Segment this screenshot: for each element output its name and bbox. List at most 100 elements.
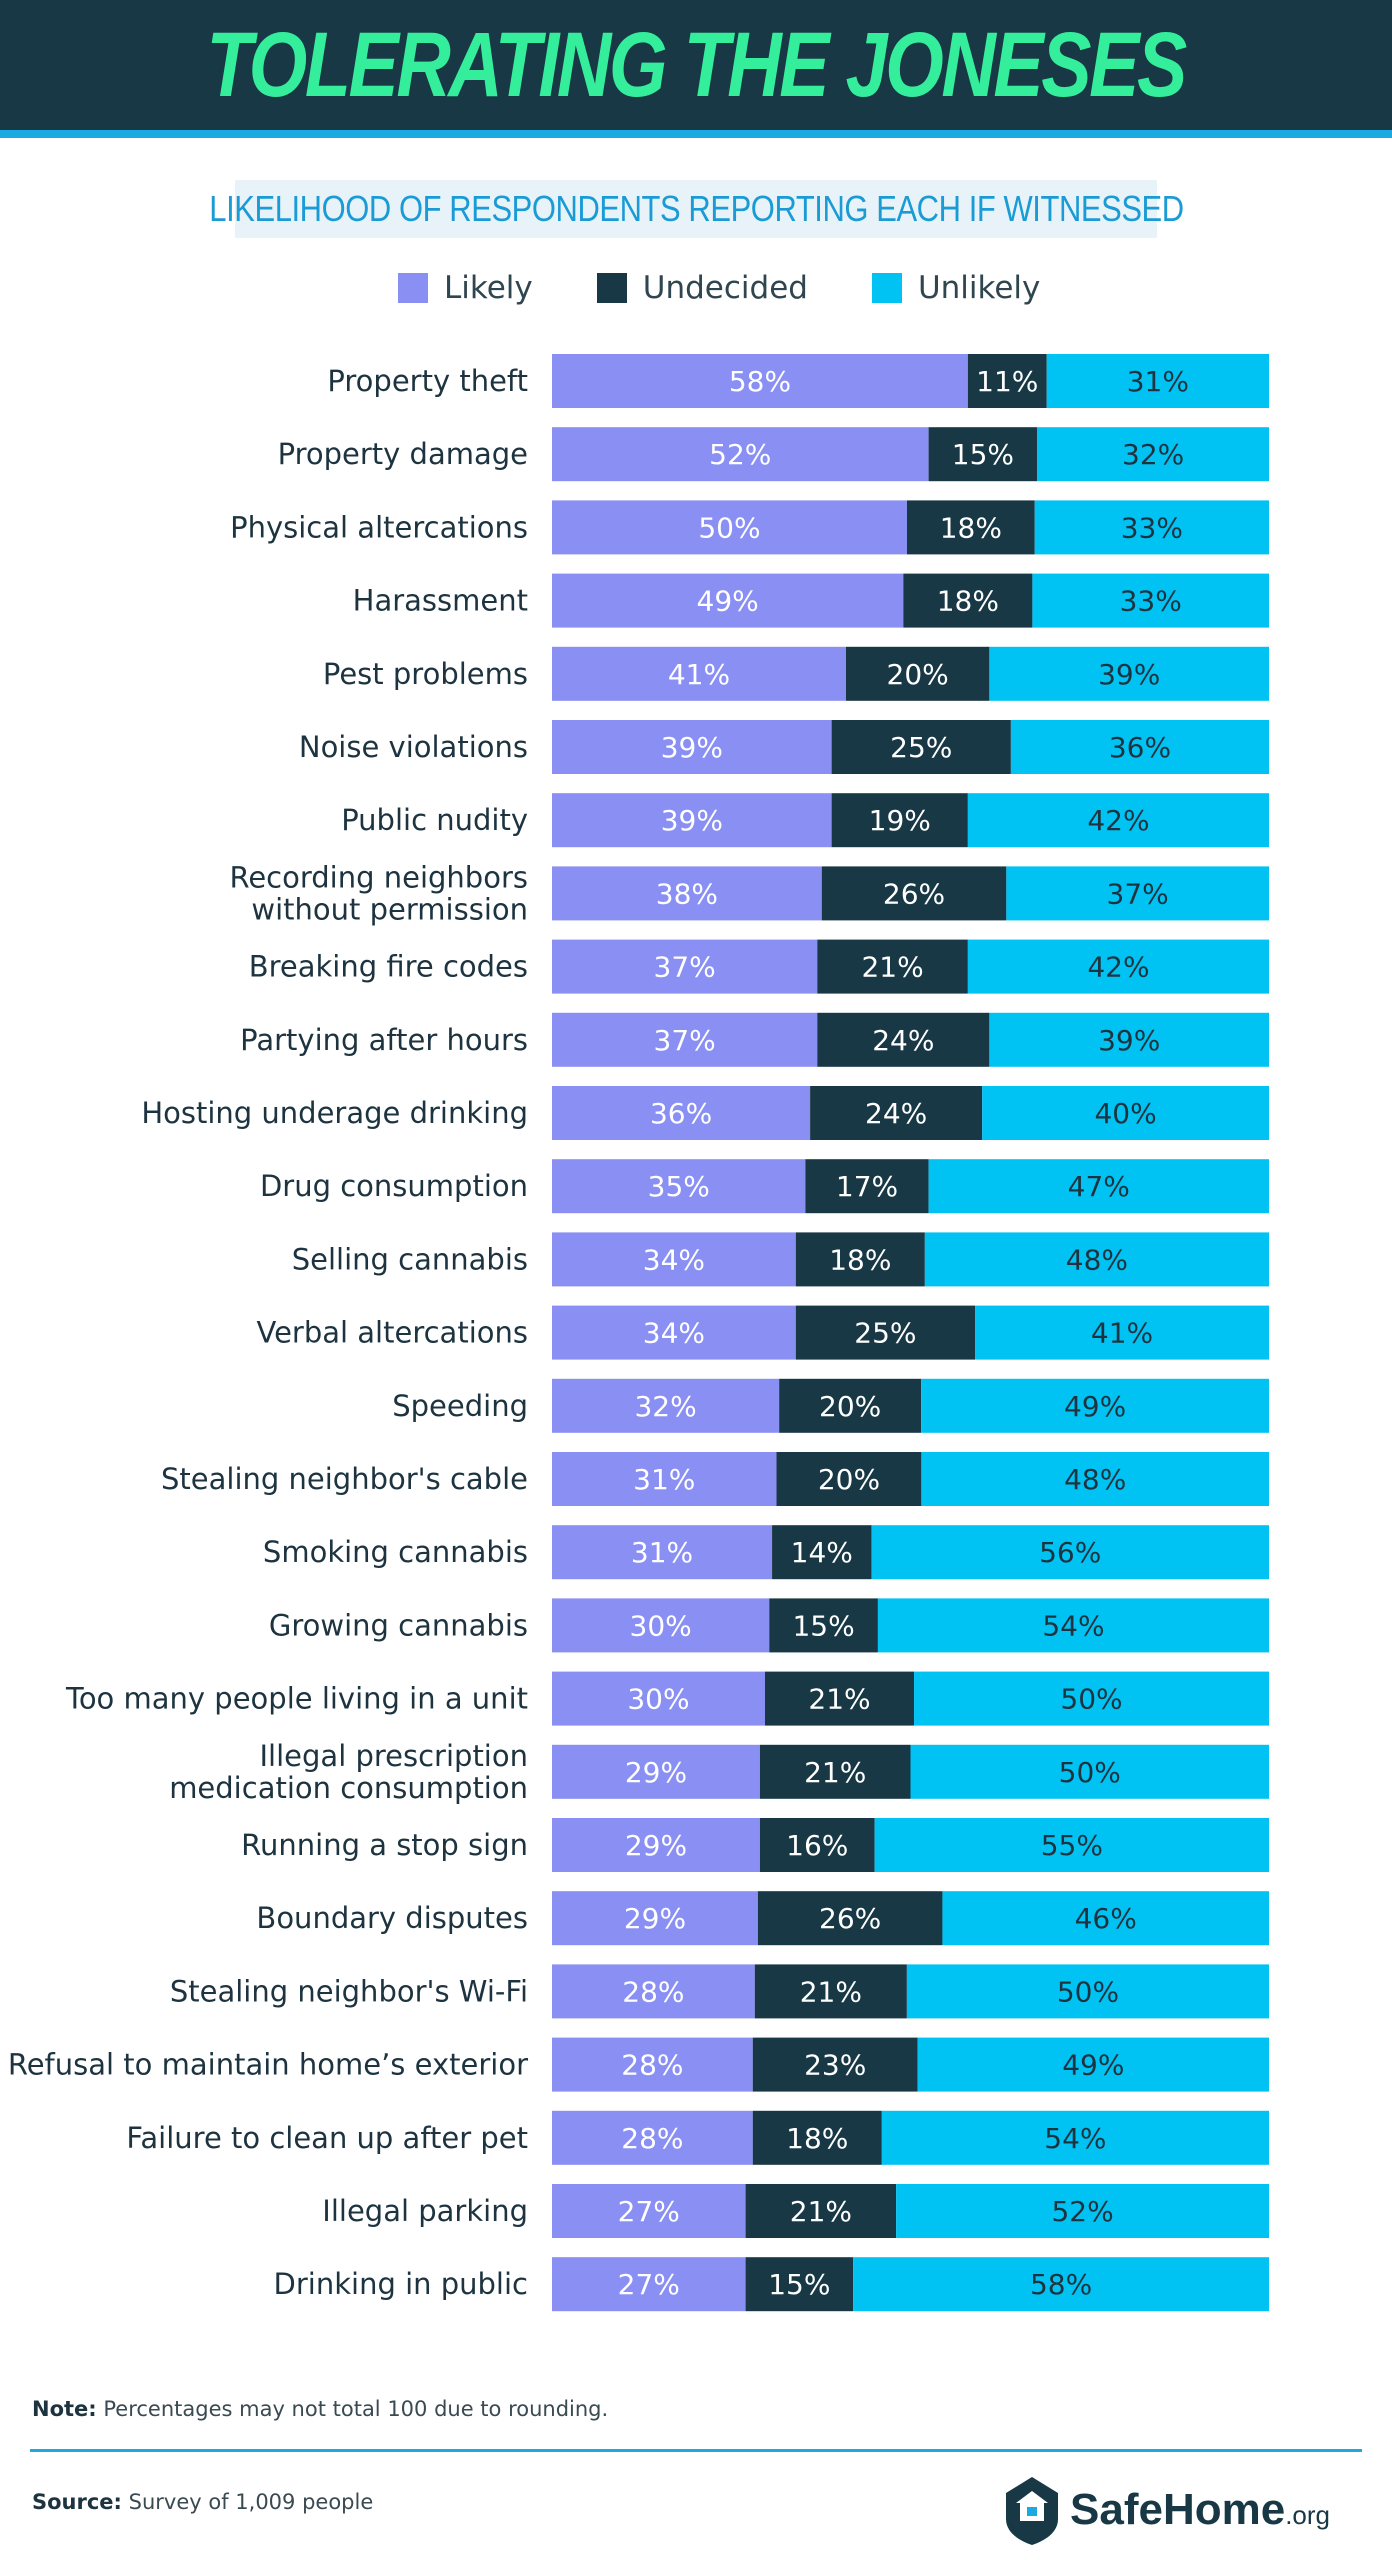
value-label-unlikely: 37% [1107,877,1169,910]
value-label-undecided: 16% [786,1829,848,1862]
bar-segment-undecided [757,1891,943,1946]
source-label: Source: [32,2490,122,2514]
bar-segment-unlikely [921,1452,1269,1506]
bar-row: Property damage 52% 15% 32% [278,427,1269,482]
bar-segment-undecided [779,1378,922,1433]
bar-segment-undecided [805,1159,929,1214]
value-label-likely: 30% [627,1683,689,1716]
bar-segment-likely [552,1378,780,1433]
bar-segment-undecided [928,427,1038,482]
bar-segment-unlikely [928,1159,1269,1214]
value-label-likely: 31% [633,1463,695,1496]
bar-row: Recording neighbors without permission 38%… [229,860,1269,926]
value-label-unlikely: 50% [1057,1975,1119,2008]
value-label-undecided: 21% [861,951,923,984]
category-label: Property damage [278,437,528,471]
bar-segment-likely [552,1818,760,1872]
value-label-likely: 28% [621,2049,683,2082]
value-label-likely: 32% [634,1390,696,1423]
value-label-likely: 35% [648,1170,710,1203]
value-label-undecided: 25% [854,1317,916,1350]
bar-row: Drinking in public 27% 15% 58% [274,2257,1269,2312]
bar-segment-unlikely [874,1818,1269,1872]
category-label: Recording neighbors without permission [229,860,528,926]
value-label-undecided: 26% [883,877,945,910]
value-label-undecided: 15% [768,2268,830,2301]
value-label-unlikely: 54% [1044,2122,1106,2155]
bar-segment-undecided [821,866,1007,921]
value-label-unlikely: 48% [1064,1463,1126,1496]
source: Source: Survey of 1,009 people [32,2490,373,2514]
bar-segment-likely [552,427,929,482]
bar-segment-undecided [817,939,968,994]
value-label-undecided: 21% [800,1975,862,2008]
category-label: Stealing neighbor's cable [161,1462,528,1496]
bar-segment-likely [552,793,832,848]
bar-segment-undecided [769,1598,878,1653]
value-label-unlikely: 39% [1098,1024,1160,1057]
bar-segment-undecided [845,646,990,701]
value-label-unlikely: 42% [1087,951,1149,984]
value-label-unlikely: 50% [1059,1756,1121,1789]
value-label-likely: 37% [654,1024,716,1057]
bar-segment-undecided [776,1452,922,1506]
bar-segment-likely [552,720,832,774]
legend-item-unlikely: Unlikely [871,270,1040,306]
footer-divider [30,2449,1362,2452]
bar-segment-undecided [759,1818,875,1872]
value-label-undecided: 18% [786,2122,848,2155]
category-label: Hosting underage drinking [141,1096,528,1130]
bar-segment-undecided [745,2257,854,2312]
category-label: Noise violations [299,730,528,764]
value-label-likely: 36% [650,1097,712,1130]
legend-item-likely: Likely [398,270,533,306]
bar-segment-unlikely [1037,427,1269,482]
value-label-likely: 34% [643,1317,705,1350]
value-label-undecided: 24% [865,1097,927,1130]
bar-segment-likely [552,1525,773,1580]
bar-segment-likely [552,646,846,701]
page-title: TOLERATING THE JONESES [206,13,1188,116]
bar-segment-likely [552,1305,796,1360]
value-label-unlikely: 32% [1122,438,1184,471]
value-label-unlikely: 58% [1030,2268,1092,2301]
value-label-likely: 37% [654,951,716,984]
category-label: Drinking in public [274,2267,528,2301]
note-label: Note: [32,2397,97,2421]
bar-segment-undecided [831,720,1011,774]
bar-row: Hosting underage drinking 36% 24% 40% [141,1086,1269,1140]
legend-item-undecided: Undecided [596,270,808,306]
value-label-unlikely: 50% [1060,1683,1122,1716]
value-label-undecided: 18% [940,511,1002,544]
bar-segment-likely [552,573,904,628]
bar-row: Noise violations 39% 25% 36% [299,720,1269,774]
value-label-likely: 29% [624,1902,686,1935]
value-label-undecided: 15% [792,1609,854,1642]
bar-segment-undecided [752,2037,918,2092]
bar-segment-unlikely [942,1891,1269,1946]
category-label: Property theft [327,364,528,398]
value-label-unlikely: 36% [1109,731,1171,764]
bar-segment-unlikely [1032,573,1269,628]
bar-segment-undecided [772,1525,872,1580]
bar-row: Breaking fire codes 37% 21% 42% [249,939,1269,994]
legend-label-undecided: Undecided [642,270,808,306]
value-label-likely: 29% [625,1756,687,1789]
bar-row: Refusal to maintain home’s exterior 28% 23… [8,2037,1269,2092]
bar-row: Failure to clean up after pet 28% 18% 54% [126,2110,1269,2165]
bar-segment-undecided [831,793,968,848]
bar-segment-undecided [967,354,1047,408]
legend-label-likely: Likely [444,270,533,306]
value-label-likely: 27% [618,2268,680,2301]
value-label-unlikely: 54% [1042,1609,1104,1642]
value-label-undecided: 11% [976,365,1038,398]
category-label: Drug consumption [260,1169,528,1203]
value-label-unlikely: 49% [1064,1390,1126,1423]
bar-segment-likely [552,500,907,555]
bar-row: Too many people living in a unit 30% 21% 50… [65,1671,1269,1726]
legend-swatch-undecided [596,273,627,303]
value-label-undecided: 21% [808,1683,870,1716]
value-label-likely: 28% [621,2122,683,2155]
value-label-undecided: 20% [887,658,949,691]
value-label-likely: 38% [656,877,718,910]
